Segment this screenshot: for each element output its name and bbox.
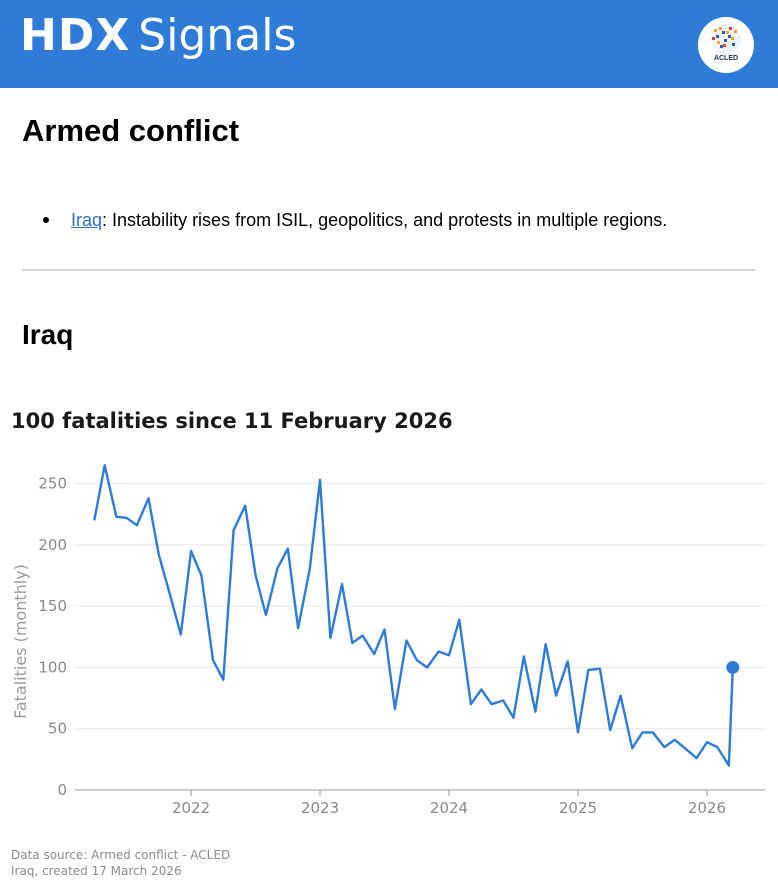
chart-series bbox=[93, 464, 740, 767]
country-title: Iraq bbox=[22, 319, 74, 350]
summary-list-item: Iraq: Instability rises from ISIL, geopo… bbox=[43, 208, 768, 232]
x-axis-ticks: 2022 2023 2024 2025 2026 bbox=[172, 790, 726, 817]
brand-bold: HDX bbox=[20, 10, 131, 61]
logo-text: ACLED bbox=[713, 55, 739, 62]
hdx-signals-logo[interactable]: HDX Signals bbox=[20, 14, 296, 58]
chart-title: 100 fatalities since 11 February 2026 bbox=[11, 409, 453, 433]
chart-container: 100 fatalities since 11 February 2026 0 5… bbox=[0, 395, 778, 890]
y-tick-label: 100 bbox=[38, 658, 67, 676]
country-link[interactable]: Iraq bbox=[71, 210, 103, 230]
source-note: Data source: Armed conflict - ACLED bbox=[11, 848, 230, 862]
y-tick-label: 250 bbox=[38, 475, 67, 493]
x-tick-label: 2024 bbox=[430, 799, 468, 817]
y-axis-label: Fatalities (monthly) bbox=[11, 564, 30, 719]
latest-point bbox=[726, 660, 740, 674]
x-tick-label: 2022 bbox=[172, 799, 210, 817]
series-line bbox=[93, 464, 734, 767]
y-axis-ticks: 0 50 100 150 200 250 bbox=[38, 475, 67, 799]
fatalities-chart: 100 fatalities since 11 February 2026 0 5… bbox=[11, 409, 765, 878]
y-tick-label: 50 bbox=[48, 720, 67, 738]
chart-gridlines bbox=[75, 483, 765, 791]
brand-light: Signals bbox=[138, 10, 297, 61]
globe-icon bbox=[711, 24, 741, 54]
app-header: HDX Signals ACLED bbox=[0, 0, 778, 88]
bullet-icon bbox=[43, 217, 49, 223]
x-tick-label: 2023 bbox=[301, 799, 339, 817]
x-tick-label: 2026 bbox=[688, 799, 726, 817]
y-tick-label: 0 bbox=[57, 781, 67, 799]
section-title: Armed conflict bbox=[22, 113, 240, 148]
summary-text: : Instability rises from ISIL, geopoliti… bbox=[102, 210, 668, 230]
y-tick-label: 200 bbox=[38, 536, 67, 554]
x-tick-label: 2025 bbox=[559, 799, 597, 817]
acled-logo: ACLED bbox=[698, 17, 754, 73]
created-note: Iraq, created 17 March 2026 bbox=[11, 864, 182, 878]
y-tick-label: 150 bbox=[38, 597, 67, 615]
divider bbox=[22, 269, 755, 271]
